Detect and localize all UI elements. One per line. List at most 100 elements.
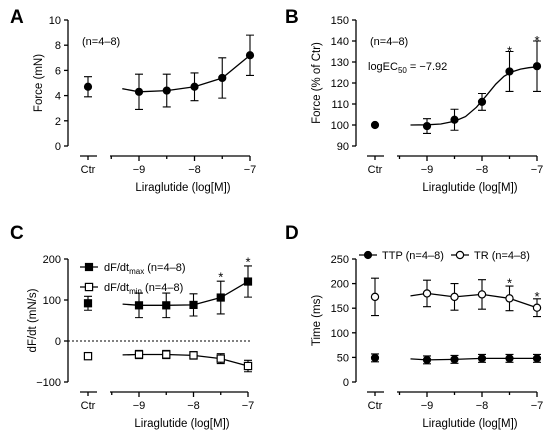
x-tick-label: −9 bbox=[133, 400, 146, 412]
data-point bbox=[189, 351, 198, 360]
x-tick-label: −7 bbox=[531, 400, 544, 412]
panel-a: A 0 2 4 6 8 10 Force (mN) −9 −8 −7 Ctr Liraglutide (… bbox=[10, 7, 256, 194]
legend-name: dF/dt bbox=[104, 282, 129, 294]
x-axis-label: Liraglutide (log[M]) bbox=[134, 418, 229, 430]
legend-item: dF/dtmax (n=4–8) bbox=[80, 262, 185, 276]
y-axis-label: Time (ms) bbox=[311, 295, 323, 346]
data-point bbox=[450, 292, 459, 302]
legend-item: TR (n=4–8) bbox=[451, 250, 530, 262]
data-point bbox=[190, 82, 199, 91]
y-tick-label: 0 bbox=[55, 141, 61, 153]
y-tick-label: 120 bbox=[331, 78, 349, 90]
significance-star: * bbox=[534, 33, 539, 48]
y-tick-label: −100 bbox=[36, 377, 61, 389]
x-tick-label: −9 bbox=[133, 164, 146, 176]
data-point bbox=[477, 290, 487, 299]
y-tick-label: 110 bbox=[331, 99, 349, 111]
panel-b: B 90 100 110 120 130 140 150 Force (% of Ctr) −9 −… bbox=[285, 7, 543, 194]
x-tick-label: −7 bbox=[242, 400, 255, 412]
data-point-ctr bbox=[370, 353, 380, 362]
legend-label: dF/dtmax (n=4–8) bbox=[104, 262, 185, 276]
logec50-note: logEC50 = −7.92 bbox=[368, 61, 447, 75]
y-tick-label: 100 bbox=[331, 120, 349, 132]
y-tick-label: 150 bbox=[331, 303, 349, 315]
legend-marker bbox=[84, 282, 94, 292]
y-tick-label: 100 bbox=[331, 328, 349, 340]
data-point bbox=[134, 87, 144, 96]
y-tick-label: 150 bbox=[331, 15, 349, 27]
panel-d: D 0 50 100 150 200 250 Time (ms) −9 −8 −7 Ctr Liragl… bbox=[285, 223, 543, 430]
x-tick-label: −9 bbox=[421, 164, 434, 176]
data-point bbox=[162, 301, 171, 310]
panel-letter: C bbox=[10, 223, 24, 244]
data-point-ctr bbox=[370, 120, 380, 130]
series-0 bbox=[83, 265, 253, 319]
data-point bbox=[189, 300, 198, 310]
y-tick-label: 130 bbox=[331, 57, 349, 69]
legend-name: dF/dt bbox=[104, 262, 129, 274]
data-point bbox=[245, 51, 255, 60]
x-axis-label: Liraglutide (log[M]) bbox=[135, 182, 230, 194]
series-line bbox=[410, 66, 538, 126]
y-tick-label: 0 bbox=[55, 336, 61, 348]
y-axis-label: dF/dt (mN/s) bbox=[27, 288, 39, 352]
x-tick-label: −7 bbox=[531, 164, 544, 176]
data-point bbox=[532, 303, 542, 312]
x-axis-label: Liraglutide (log[M]) bbox=[422, 182, 517, 194]
x-tick-label: −8 bbox=[188, 164, 201, 176]
x-tick-label: −8 bbox=[187, 400, 200, 412]
data-point bbox=[477, 97, 487, 107]
legend-label: TR (n=4–8) bbox=[474, 250, 530, 262]
x-tick-label: −8 bbox=[476, 164, 489, 176]
data-point bbox=[450, 115, 459, 124]
data-point bbox=[422, 121, 432, 131]
series-0 bbox=[370, 353, 542, 365]
data-point bbox=[505, 294, 514, 303]
data-point bbox=[505, 67, 514, 76]
significance-star: * bbox=[534, 289, 539, 304]
legend-subscript: min bbox=[129, 287, 142, 296]
x-tick-label-ctr: Ctr bbox=[81, 164, 96, 176]
y-axis-label: Force (mN) bbox=[33, 54, 45, 112]
significance-star: * bbox=[218, 269, 223, 284]
data-point bbox=[218, 73, 227, 83]
legend-subscript: max bbox=[129, 267, 144, 276]
y-tick-label: 250 bbox=[331, 254, 349, 266]
y-tick-label: 140 bbox=[331, 36, 349, 48]
data-point bbox=[243, 361, 253, 371]
data-point-ctr bbox=[83, 299, 93, 308]
x-tick-label-ctr: Ctr bbox=[368, 400, 383, 412]
sample-size-note: (n=4–8) bbox=[370, 36, 408, 48]
series-1 bbox=[370, 277, 542, 318]
legend-item: dF/dtmin (n=4–8) bbox=[80, 282, 183, 296]
legend-marker bbox=[455, 250, 465, 260]
data-point bbox=[162, 350, 171, 359]
logec-subscript: 50 bbox=[398, 66, 407, 75]
series-line bbox=[122, 54, 251, 93]
data-point bbox=[505, 354, 514, 363]
y-tick-label: 200 bbox=[331, 279, 349, 291]
series-0 bbox=[83, 34, 255, 111]
x-axis-label: Liraglutide (log[M]) bbox=[422, 418, 517, 430]
significance-star: * bbox=[245, 254, 250, 269]
data-point bbox=[162, 86, 171, 95]
y-tick-label: 8 bbox=[55, 40, 61, 52]
x-tick-label: −9 bbox=[421, 400, 434, 412]
significance-star: * bbox=[507, 44, 512, 59]
y-tick-label: 6 bbox=[55, 65, 61, 77]
legend-tail: (n=4–8) bbox=[144, 262, 185, 274]
sample-size-note: (n=4–8) bbox=[82, 36, 120, 48]
panel-letter: A bbox=[10, 7, 24, 28]
x-tick-label: −7 bbox=[244, 164, 257, 176]
y-axis-label: Force (% of Ctr) bbox=[311, 42, 323, 124]
panel-letter: B bbox=[285, 7, 299, 28]
y-tick-label: 4 bbox=[55, 91, 61, 103]
x-tick-label-ctr: Ctr bbox=[81, 400, 96, 412]
series-0 bbox=[370, 40, 542, 134]
data-point bbox=[450, 355, 459, 364]
legend-tail: (n=4–8) bbox=[142, 282, 183, 294]
data-point bbox=[243, 277, 253, 286]
y-tick-label: 2 bbox=[55, 116, 61, 128]
data-point bbox=[134, 301, 144, 310]
